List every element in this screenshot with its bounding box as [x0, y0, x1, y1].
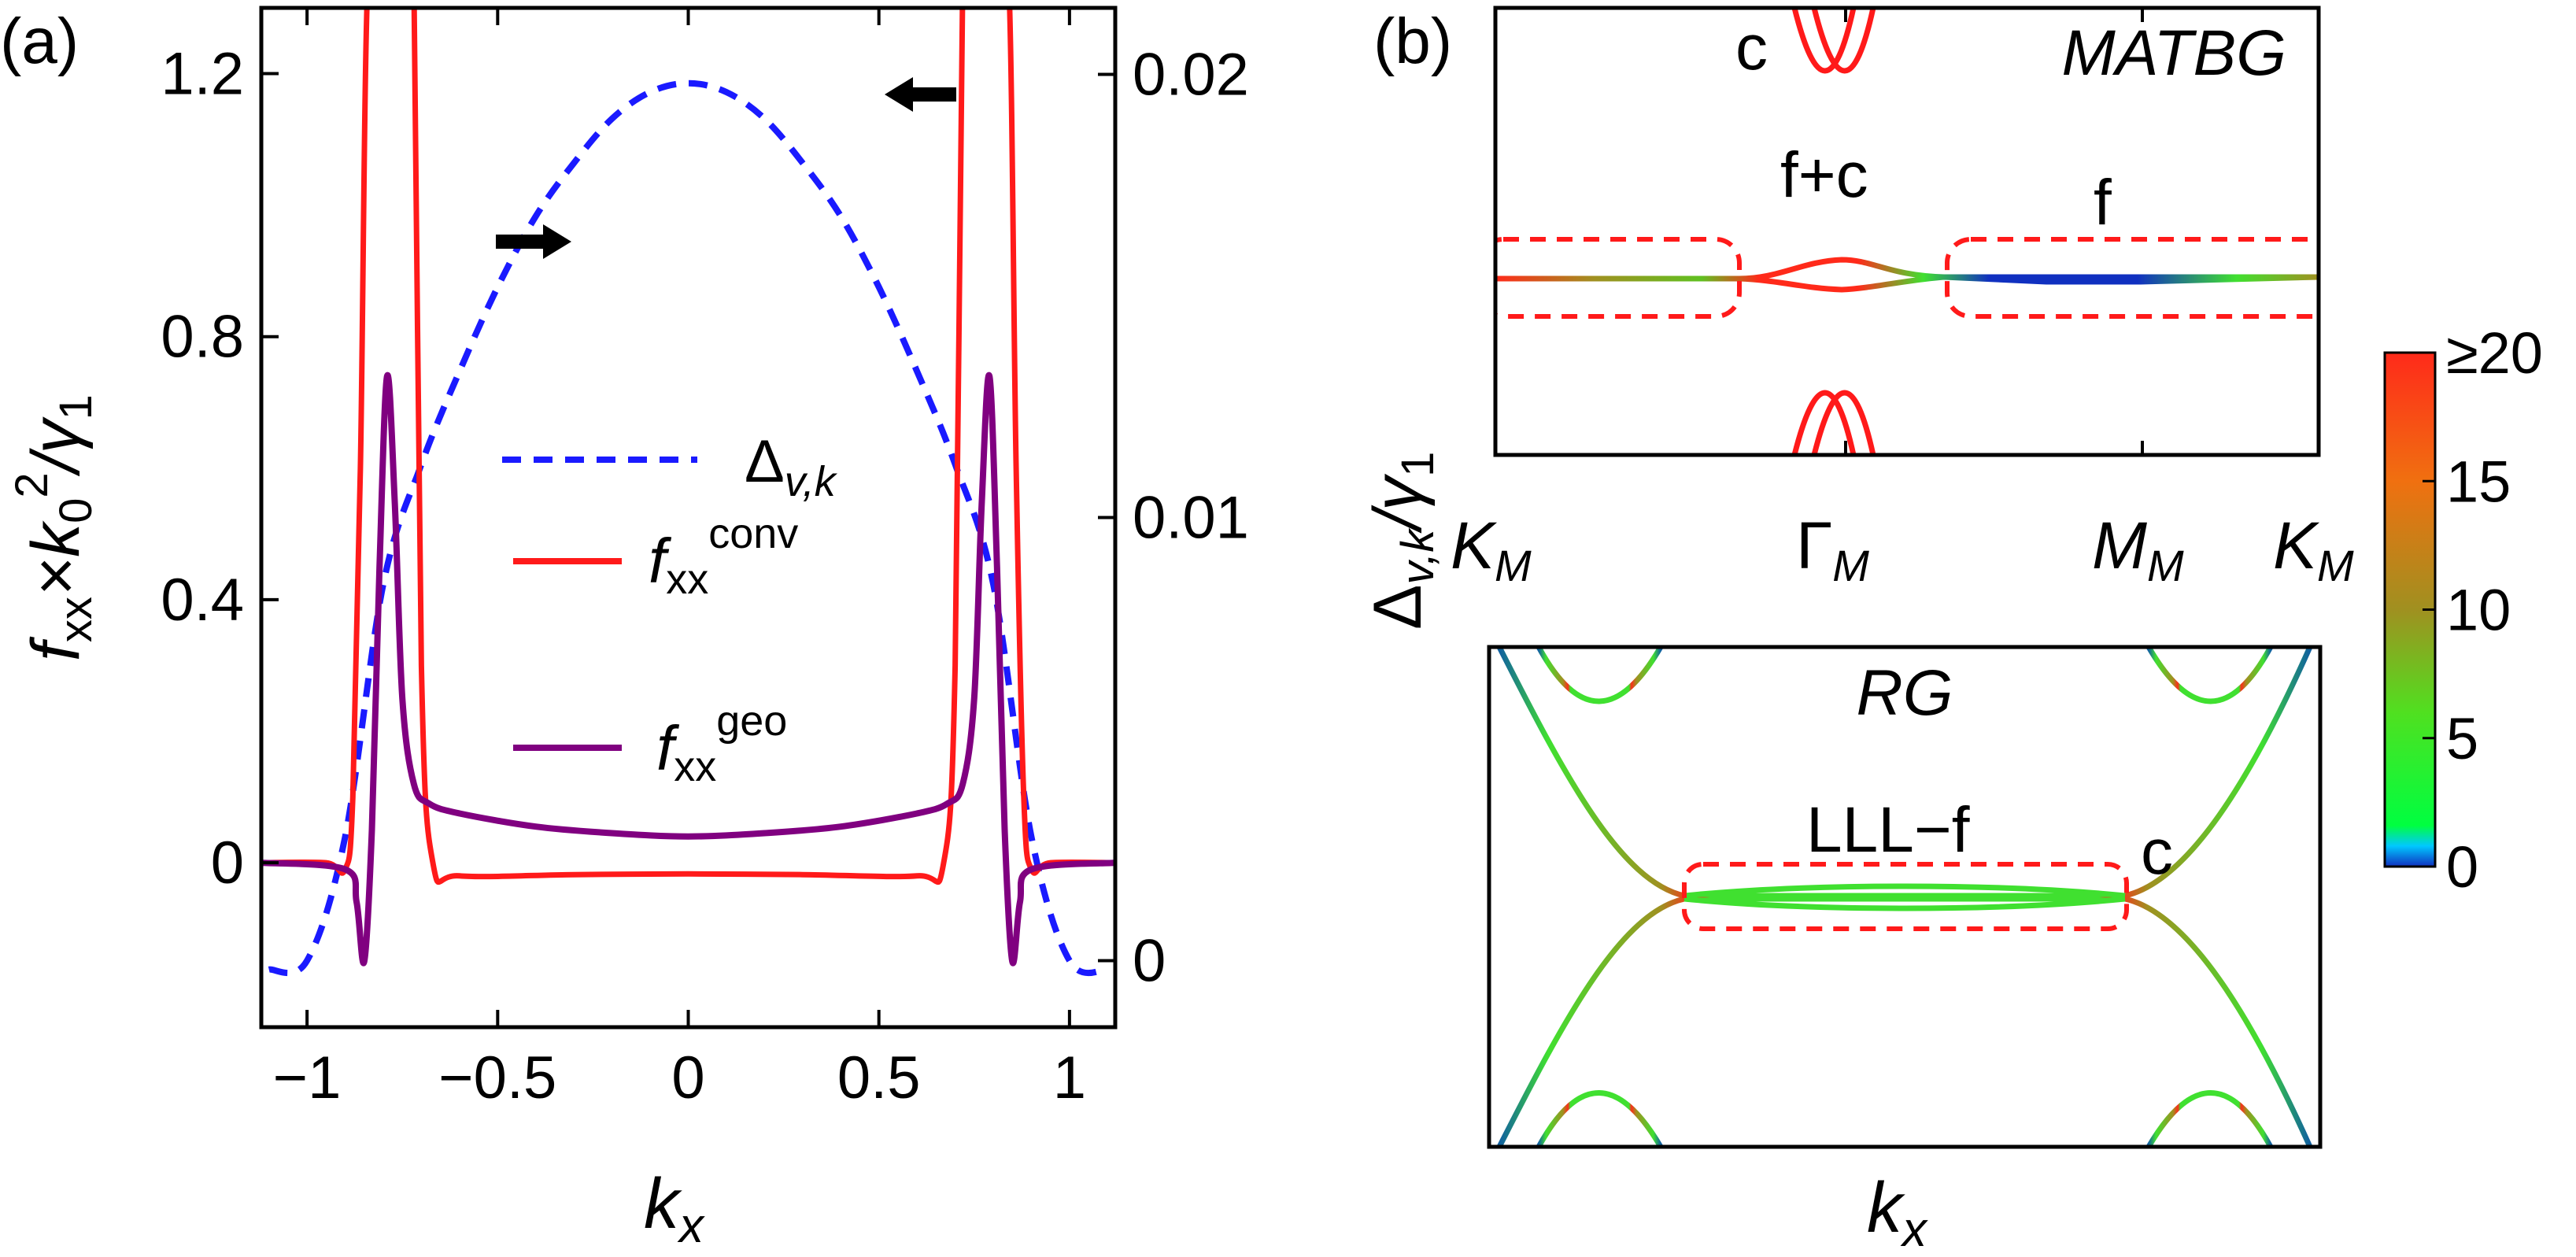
xtick-label: −1: [273, 1044, 342, 1111]
rg-remote-band-bottom-left: [1536, 1090, 1664, 1147]
rg-band-lower: [1496, 896, 2313, 1147]
rg-remote-band-top-right: [2145, 647, 2274, 704]
rg-band-upper: [1496, 647, 2313, 899]
xtick-label: −0.5: [438, 1044, 556, 1111]
colorbar-tick-label: 5: [2446, 706, 2478, 771]
matbg-annotation-f: f: [2094, 167, 2112, 238]
rg-lll-band-lower: [1683, 896, 2126, 911]
right-axis-arrow-icon: [885, 77, 956, 112]
xtick-m: MM: [2092, 508, 2184, 590]
matbg-f-region-box-right: [1945, 237, 2319, 319]
matbg-subplot: MATBG c f+c f KM ΓM MM KM: [1451, 6, 2354, 590]
matbg-flat-band-upper: [1495, 257, 2319, 282]
rg-lll-band-upper: [1683, 883, 2126, 899]
ytick-left-label: 1.2: [161, 41, 244, 108]
rg-subplot: RG LLL−f c kx: [1487, 645, 2323, 1257]
xtick-km-right: KM: [2273, 508, 2354, 590]
fxx-conv-series-line: [261, 8, 1115, 885]
matbg-annotation-fc: f+c: [1780, 139, 1868, 211]
matbg-xticks: KM ΓM MM KM: [1451, 508, 2354, 590]
matbg-title: MATBG: [2062, 17, 2286, 89]
rg-remote-band-bottom-right: [2145, 1090, 2274, 1147]
xtick-label: 0.5: [837, 1044, 921, 1111]
colorbar-tick-label: 0: [2446, 834, 2478, 900]
rg-annotation-lll: LLL−f: [1806, 794, 1970, 866]
rg-title: RG: [1857, 657, 1953, 729]
rg-remote-band-top-left: [1536, 647, 1664, 704]
panel-b-label: (b): [1373, 6, 1452, 77]
matbg-frame: [1493, 6, 2321, 457]
legend-conv-label: fxxconv: [649, 510, 798, 603]
ytick-right-label: 0.02: [1133, 41, 1249, 108]
colorbar: ≥20 15 10 5 0: [2383, 320, 2543, 900]
ytick-left-label: 0.4: [161, 567, 244, 634]
panel-a-xlabel: kx: [644, 1165, 705, 1253]
rg-frame: [1487, 645, 2323, 1149]
matbg-flat-band-lower: [1495, 274, 2319, 293]
matbg-conduction-band-lower-2: [1811, 390, 1876, 455]
rg-xlabel: kx: [1867, 1169, 1928, 1257]
colorbar-tick-label: ≥20: [2446, 320, 2543, 386]
legend: Δv,k fxxconv fxxgeo: [502, 428, 838, 790]
xtick-label: 1: [1053, 1044, 1086, 1111]
colorbar-tick-label: 15: [2446, 449, 2511, 514]
ytick-right-label: 0.01: [1133, 485, 1249, 552]
panel-a: (a) 1.2 0.8 0.4 0 0.02 0.01 0 −1 −0.5 0 0.5 1 Δv,k …: [0, 6, 1249, 1253]
matbg-conduction-band-upper-2: [1811, 8, 1876, 74]
ytick-left-label: 0: [211, 830, 244, 897]
xtick-km-left: KM: [1451, 508, 1532, 590]
rg-lll-region-box: [1682, 862, 2129, 931]
matbg-conduction-band-lower: [1791, 390, 1857, 455]
left-axis-arrow-icon: [496, 224, 571, 259]
ytick-right-label: 0: [1133, 928, 1166, 995]
panel-a-label: (a): [0, 6, 79, 77]
colorbar-tick-label: 10: [2446, 578, 2511, 643]
matbg-conduction-band-upper: [1791, 8, 1857, 74]
rg-annotation-c: c: [2141, 816, 2173, 888]
xtick-gamma: ΓM: [1796, 508, 1869, 590]
delta-series-line: [268, 79, 1109, 977]
xtick-label: 0: [671, 1044, 704, 1111]
legend-delta-label: Δv,k: [745, 428, 838, 505]
panel-a-ylabel-left: fxx×k02/γ1: [6, 394, 102, 661]
colorbar-ticks: ≥20 15 10 5 0: [2423, 320, 2543, 900]
panel-b-ylabel: Δv,k/γ1: [1360, 452, 1443, 630]
legend-geo-label: fxxgeo: [656, 697, 787, 790]
panel-b: (b) MATBG c f+c: [1360, 6, 2354, 1257]
panel-a-plot-area: [261, 8, 1115, 977]
fxx-geo-series-line: [261, 372, 1115, 967]
panel-a-ticks: 1.2 0.8 0.4 0 0.02 0.01 0 −1 −0.5 0 0.5 1: [161, 8, 1249, 1111]
matbg-annotation-c: c: [1735, 12, 1768, 83]
ytick-left-label: 0.8: [161, 304, 244, 371]
